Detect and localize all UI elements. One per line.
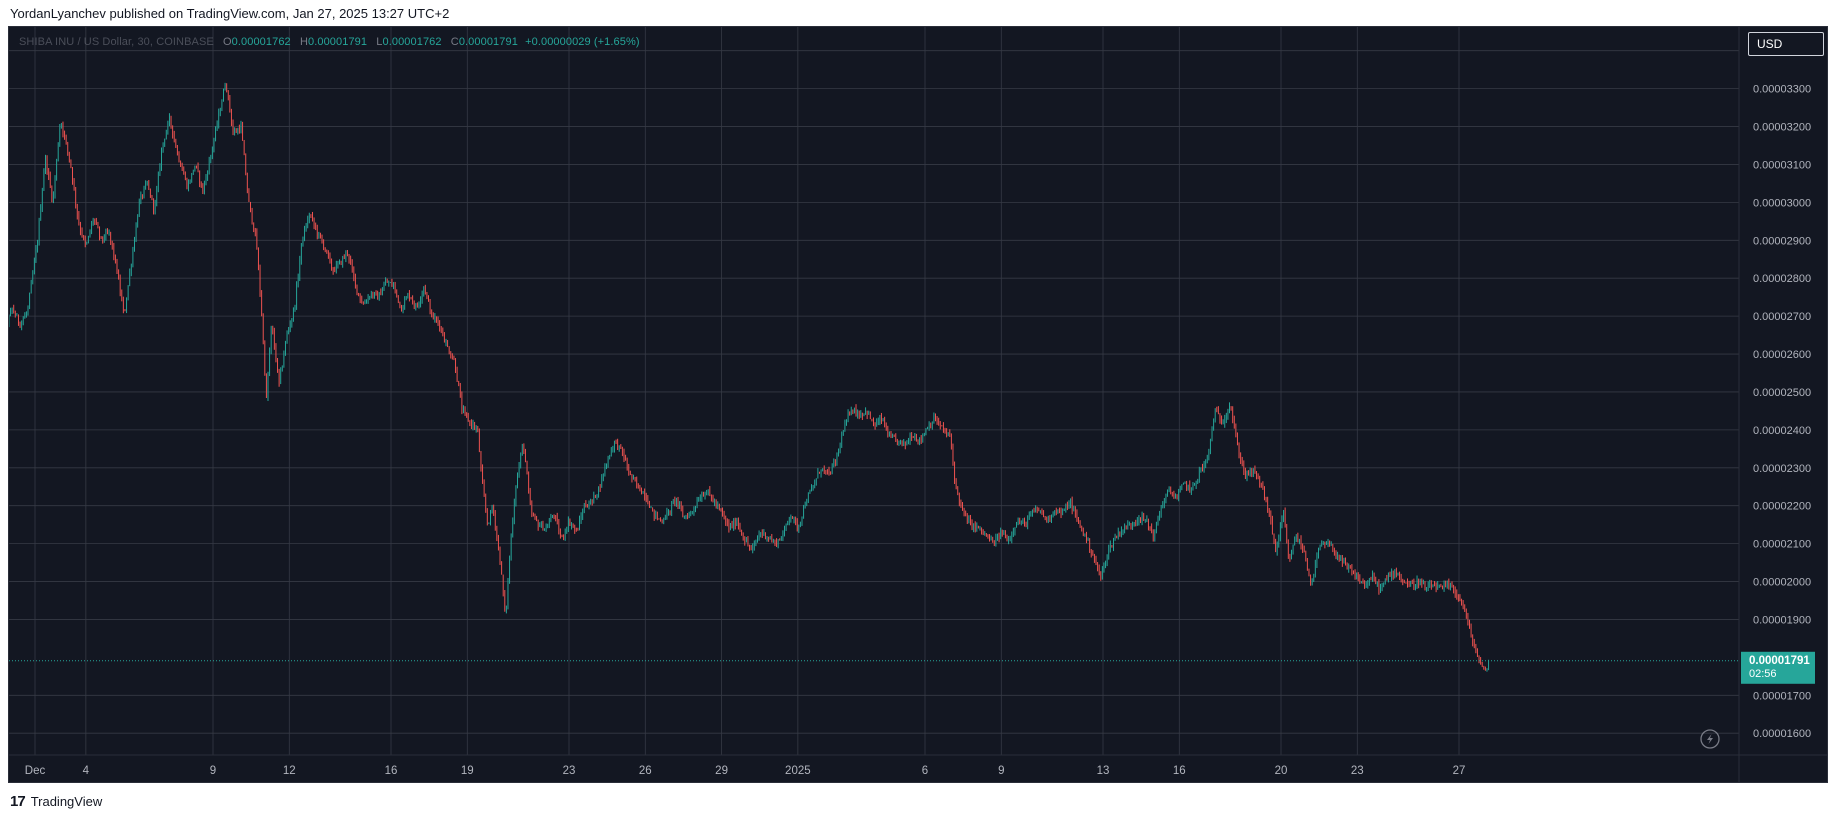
y-tick-label: 0.00001900 bbox=[1753, 614, 1811, 626]
y-tick-label: 0.00003100 bbox=[1753, 159, 1811, 171]
legend-open-key: O bbox=[223, 36, 232, 48]
y-tick-label: 0.00002200 bbox=[1753, 501, 1811, 513]
y-tick-label: 0.00002000 bbox=[1753, 577, 1811, 589]
y-tick-label: 0.00002900 bbox=[1753, 235, 1811, 247]
x-tick-label: 4 bbox=[83, 765, 90, 777]
legend-close-key: C bbox=[450, 36, 459, 48]
legend-high: 0.00001791 bbox=[307, 36, 368, 48]
price-badge: 0.00001791 02:56 bbox=[1741, 651, 1815, 684]
x-tick-label: 23 bbox=[563, 765, 576, 777]
legend-open: 0.00001762 bbox=[231, 36, 291, 48]
legend-low: 0.00001762 bbox=[382, 36, 442, 48]
x-tick-label: 16 bbox=[1173, 765, 1186, 777]
y-tick-label: 0.00001700 bbox=[1753, 690, 1811, 702]
time-axis-labels: Dec 4 9 12 16 19 23 26 29 2025 6 9 13 16 20 23 27 bbox=[25, 765, 1466, 777]
y-tick-label: 0.00003000 bbox=[1753, 197, 1811, 209]
grid-lines bbox=[9, 27, 1739, 755]
x-tick-label: 26 bbox=[639, 765, 652, 777]
price-candles bbox=[9, 82, 1490, 672]
x-tick-label: 12 bbox=[283, 765, 296, 777]
price-badge-countdown: 02:56 bbox=[1749, 668, 1777, 680]
legend-high-key: H bbox=[299, 36, 308, 48]
x-tick-label: 2025 bbox=[785, 765, 811, 777]
legend-symbol: SHIBA INU / US Dollar, 30, COINBASE bbox=[19, 36, 214, 48]
footer-branding: 17 TradingView bbox=[10, 793, 102, 810]
y-tick-label: 0.00001600 bbox=[1753, 728, 1811, 740]
x-tick-label: 13 bbox=[1097, 765, 1110, 777]
publisher-line: YordanLyanchev published on TradingView.… bbox=[10, 6, 450, 21]
y-tick-label: 0.00002800 bbox=[1753, 273, 1811, 285]
y-tick-label: 0.00002500 bbox=[1753, 387, 1811, 399]
symbol-legend: SHIBA INU / US Dollar, 30, COINBASE O0.0… bbox=[19, 36, 640, 48]
x-tick-label: 23 bbox=[1351, 765, 1364, 777]
y-tick-label: 0.00002700 bbox=[1753, 311, 1811, 323]
y-tick-label: 0.00002100 bbox=[1753, 539, 1811, 551]
x-tick-label: 19 bbox=[461, 765, 474, 777]
y-tick-label: 0.00003300 bbox=[1753, 84, 1811, 96]
tradingview-logo-icon: 17 bbox=[10, 793, 26, 810]
x-tick-label: 29 bbox=[715, 765, 728, 777]
legend-low-key: L bbox=[376, 36, 383, 48]
x-tick-label: 20 bbox=[1275, 765, 1288, 777]
price-badge-box bbox=[1741, 651, 1815, 684]
legend-change: +0.00000029 (+1.65%) bbox=[525, 36, 640, 48]
y-tick-label: 0.00002400 bbox=[1753, 425, 1811, 437]
x-tick-label: 16 bbox=[385, 765, 398, 777]
price-badge-value: 0.00001791 bbox=[1749, 655, 1810, 667]
bolt-icon[interactable] bbox=[1700, 729, 1720, 749]
currency-selector[interactable]: USD bbox=[1748, 32, 1824, 56]
x-tick-label: 27 bbox=[1453, 765, 1466, 777]
x-tick-label: 6 bbox=[922, 765, 928, 777]
brand-name: TradingView bbox=[30, 794, 103, 809]
y-tick-label: 0.00002600 bbox=[1753, 349, 1811, 361]
x-tick-label: 9 bbox=[210, 765, 216, 777]
y-tick-label: 0.00002300 bbox=[1753, 463, 1811, 475]
chart-panel[interactable]: 0.000034000.000033000.000032000.00003100… bbox=[8, 26, 1828, 783]
legend-close: 0.00001791 bbox=[458, 36, 518, 48]
price-axis-labels: 0.000034000.000033000.000032000.00003100… bbox=[1753, 46, 1811, 740]
x-tick-label: Dec bbox=[25, 765, 46, 777]
y-tick-label: 0.00003200 bbox=[1753, 122, 1811, 134]
price-chart-svg[interactable]: 0.000034000.000033000.000032000.00003100… bbox=[9, 27, 1827, 782]
x-tick-label: 9 bbox=[998, 765, 1004, 777]
